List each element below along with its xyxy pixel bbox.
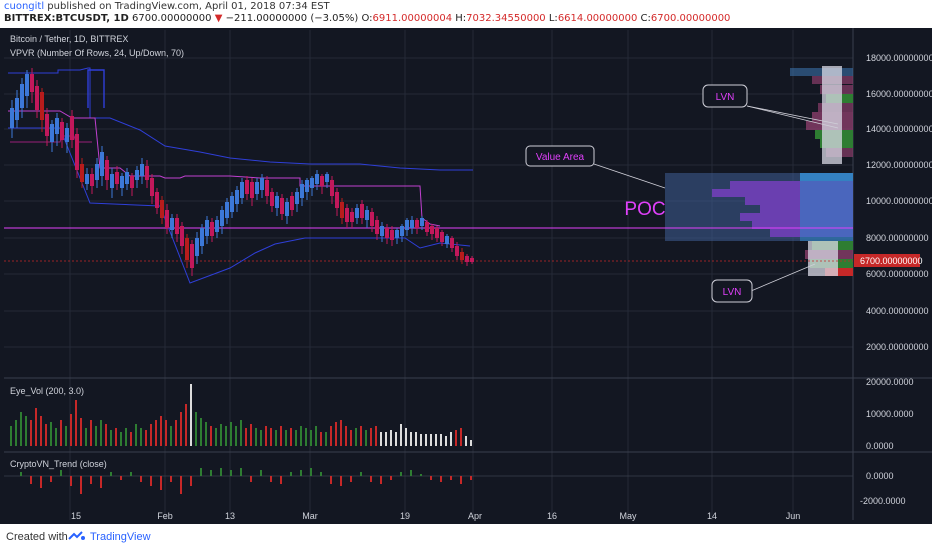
time-tick: 13 [225, 511, 235, 521]
time-tick: Jun [786, 511, 801, 521]
chart-legend-title[interactable]: Bitcoin / Tether, 1D, BITTREX [10, 34, 128, 44]
lower-channel [8, 127, 471, 284]
time-axis-strip[interactable] [0, 520, 932, 524]
magenta-channel [8, 110, 441, 227]
low-label: L: [548, 13, 558, 24]
spike-channel [87, 69, 105, 108]
lvn-top-pointer [746, 105, 839, 125]
volume-axis[interactable]: 20000.0000 10000.0000 0.0000 [866, 377, 914, 451]
value-area-label: Value Area [536, 152, 585, 163]
lvn-top-callout[interactable] [702, 84, 748, 108]
indicator-legend-vpvr[interactable]: VPVR (Number Of Rows, 24, Up/Down, 70) [10, 48, 184, 58]
publish-info: cuongitl published on TradingView.com, A… [4, 1, 330, 12]
price-tick: 2000.00000000 [866, 342, 929, 352]
current-price-label: 6700.00000000 [860, 256, 923, 266]
current-price-badge [854, 254, 920, 267]
time-tick: 15 [71, 511, 81, 521]
chart-canvas[interactable]: LVN Value Area POC LVN Bitcoin / Tether,… [0, 28, 932, 524]
value-area-callout[interactable] [525, 145, 595, 167]
volume-tick: 20000.0000 [866, 377, 914, 387]
price-tick: 4000.00000000 [866, 306, 929, 316]
price-tick: 16000.00000000 [866, 89, 932, 99]
lvn-top-label: LVN [716, 92, 735, 103]
open-value: 6911.00000004 [372, 13, 453, 24]
trend-tick: -2000.0000 [860, 496, 906, 506]
upper-channel [8, 67, 473, 171]
time-tick: Feb [157, 511, 173, 521]
indicator-legend-eye-vol[interactable]: Eye_Vol (200, 3.0) [10, 386, 84, 396]
time-tick: 19 [400, 511, 410, 521]
time-tick: 14 [707, 511, 717, 521]
close-label: C: [640, 13, 651, 24]
time-tick: May [619, 511, 637, 521]
publish-text: published on TradingView.com, April 01, … [44, 1, 330, 12]
price-tick: 14000.00000000 [866, 124, 932, 134]
price-tick: 10000.00000000 [866, 196, 932, 206]
volume-tick: 10000.0000 [866, 409, 914, 419]
high-value: 7032.34550000 [466, 13, 546, 24]
lvn-bottom-callout[interactable] [711, 279, 753, 303]
time-axis[interactable]: 15 Feb 13 Mar 19 Apr 16 May 14 Jun [71, 511, 800, 521]
indicator-legend-trend[interactable]: CryptoVN_Trend (close) [10, 459, 107, 469]
low-value: 6614.00000000 [557, 13, 638, 24]
author-link[interactable]: cuongitl [4, 1, 45, 12]
publish-header: cuongitl published on TradingView.com, A… [0, 0, 932, 28]
lvn-top-pointer-2 [746, 105, 839, 129]
price-tick: 12000.00000000 [866, 160, 932, 170]
value-area-pointer [593, 163, 666, 189]
poc-label: POC [624, 199, 665, 220]
time-tick: Mar [302, 511, 318, 521]
price-change: −211.00000000 (−3.05%) [225, 13, 359, 24]
lvn-bottom-label: LVN [723, 287, 742, 298]
trend-axis[interactable]: 0.0000 -2000.0000 [860, 471, 906, 506]
time-tick: 16 [547, 511, 557, 521]
time-tick: Apr [468, 511, 482, 521]
open-label: O: [361, 13, 373, 24]
price-tick: 6000.00000000 [866, 269, 929, 279]
close-value: 6700.00000000 [650, 13, 731, 24]
down-triangle-icon: ▼ [214, 13, 223, 24]
price-candles [10, 68, 474, 276]
volume-bars [10, 384, 472, 446]
created-with-text: Created with [6, 531, 68, 543]
tradingview-logo-icon[interactable] [68, 530, 86, 542]
price-axis[interactable]: 18000.00000000 16000.00000000 14000.0000… [866, 53, 932, 352]
lvn-bottom-pointer [750, 263, 816, 292]
volume-tick: 0.0000 [866, 441, 894, 451]
symbol-label: BITTREX:BTCUSDT, 1D [4, 13, 129, 24]
price-tick: 8000.00000000 [866, 233, 929, 243]
lvn-bottom-box [808, 241, 838, 276]
high-label: H: [455, 13, 467, 24]
price-tick: 18000.00000000 [866, 53, 932, 63]
trend-bars [20, 468, 472, 494]
ohlc-line: BITTREX:BTCUSDT, 1D 6700.00000000 ▼ −211… [4, 13, 730, 24]
tradingview-link[interactable]: TradingView [90, 531, 151, 543]
footer: Created with TradingView [0, 524, 932, 550]
trend-tick: 0.0000 [866, 471, 894, 481]
chart-background [0, 28, 932, 524]
last-price: 6700.00000000 [131, 13, 212, 24]
lvn-top-box [822, 66, 842, 164]
